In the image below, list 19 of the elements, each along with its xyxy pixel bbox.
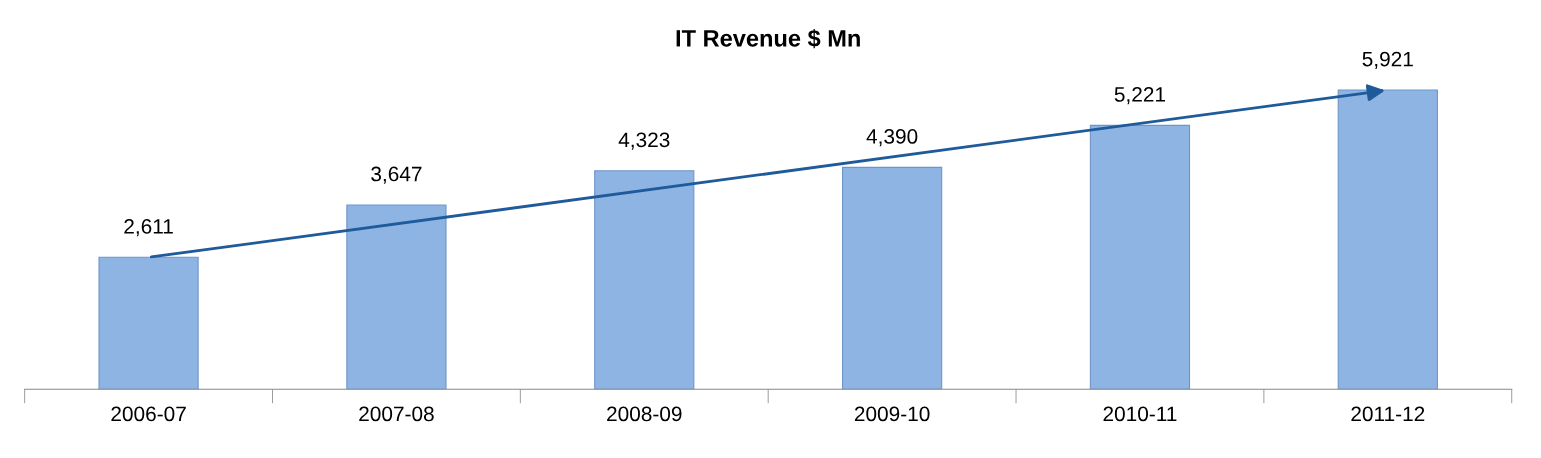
x-tick-label: 2010-11 bbox=[1103, 406, 1177, 422]
data-label: 3,647 bbox=[371, 166, 422, 184]
bar bbox=[98, 256, 199, 390]
bar bbox=[1089, 124, 1191, 390]
data-label: 5,221 bbox=[1114, 87, 1166, 105]
x-tick-label: 2008-09 bbox=[607, 406, 682, 422]
data-label: 4,323 bbox=[618, 132, 670, 150]
x-tick-label: 2006-07 bbox=[111, 406, 186, 422]
x-tick-label: 2007-08 bbox=[359, 406, 434, 422]
bar bbox=[1337, 89, 1438, 390]
bar bbox=[841, 166, 943, 390]
chart-title: IT Revenue $ Mn bbox=[676, 28, 860, 49]
data-label: 5,921 bbox=[1362, 51, 1413, 69]
data-label: 4,390 bbox=[866, 129, 918, 147]
x-tick-label: 2011-12 bbox=[1351, 406, 1425, 422]
bar bbox=[594, 170, 695, 390]
data-label: 2,611 bbox=[124, 218, 173, 237]
x-tick-label: 2009-10 bbox=[854, 406, 930, 422]
bar bbox=[346, 204, 447, 390]
